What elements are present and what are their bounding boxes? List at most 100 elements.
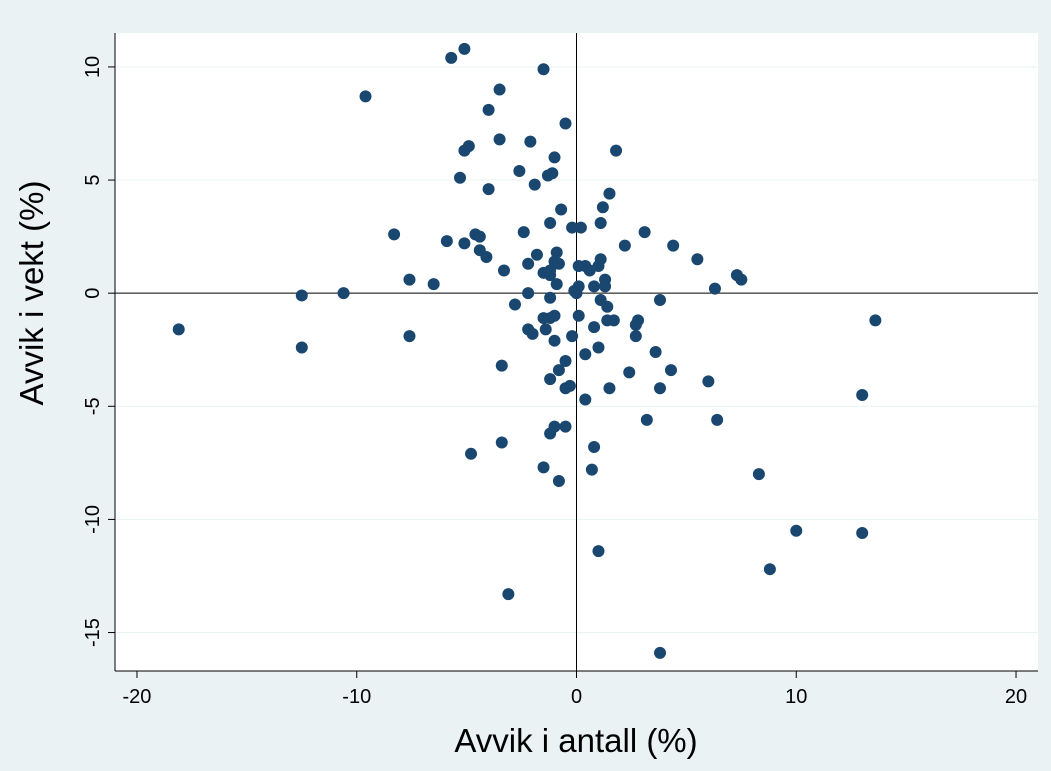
data-point	[735, 273, 748, 286]
data-point	[583, 264, 596, 277]
data-point	[691, 253, 704, 266]
x-axis-title: Avvik i antall (%)	[454, 722, 697, 759]
data-point	[502, 588, 515, 601]
data-point	[585, 463, 598, 476]
data-point	[544, 269, 557, 282]
data-point	[790, 524, 803, 537]
data-point	[480, 250, 493, 263]
data-point	[537, 63, 550, 76]
data-point	[544, 427, 557, 440]
data-point	[588, 441, 601, 454]
data-point	[526, 327, 539, 340]
data-point	[588, 280, 601, 293]
data-point	[763, 563, 776, 576]
data-point	[445, 51, 458, 64]
data-point	[708, 282, 721, 295]
data-point	[570, 287, 583, 300]
data-point	[579, 393, 592, 406]
data-point	[856, 388, 869, 401]
data-point	[623, 366, 636, 379]
data-point	[530, 248, 543, 261]
data-point	[454, 171, 467, 184]
x-tick-label: 10	[785, 686, 807, 708]
data-point	[528, 178, 541, 191]
data-point	[403, 273, 416, 286]
y-tick-label: 0	[82, 288, 104, 299]
data-point	[508, 298, 521, 311]
data-point	[566, 221, 579, 234]
data-point	[654, 293, 667, 306]
data-point	[541, 169, 554, 182]
data-point	[482, 103, 495, 116]
data-point	[552, 364, 565, 377]
data-point	[465, 447, 478, 460]
data-point	[559, 420, 572, 433]
data-point	[544, 217, 557, 230]
data-point	[856, 526, 869, 539]
data-point	[493, 133, 506, 146]
data-point	[654, 646, 667, 659]
data-point	[559, 355, 572, 368]
data-point	[711, 413, 724, 426]
data-point	[427, 278, 440, 291]
data-point	[752, 468, 765, 481]
data-point	[458, 42, 471, 55]
data-point	[550, 246, 563, 259]
data-point	[640, 413, 653, 426]
data-point	[629, 318, 642, 331]
y-tick-label: 10	[82, 56, 104, 78]
data-point	[550, 278, 563, 291]
data-point	[513, 165, 526, 178]
data-point	[522, 257, 535, 270]
data-point	[592, 545, 605, 558]
data-point	[440, 235, 453, 248]
data-point	[563, 379, 576, 392]
data-point	[482, 183, 495, 196]
data-point	[517, 226, 530, 239]
data-point	[458, 144, 471, 157]
y-tick-label: 5	[82, 174, 104, 185]
data-point	[596, 201, 609, 214]
data-point	[497, 264, 510, 277]
data-point	[337, 287, 350, 300]
data-point	[588, 321, 601, 334]
data-point	[495, 359, 508, 372]
data-point	[601, 300, 614, 313]
data-point	[599, 280, 612, 293]
data-point	[603, 187, 616, 200]
data-point	[610, 144, 623, 157]
data-point	[559, 117, 572, 130]
data-point	[638, 226, 651, 239]
y-tick-label: -5	[82, 397, 104, 415]
data-point	[522, 287, 535, 300]
data-point	[654, 382, 667, 395]
data-point	[618, 239, 631, 252]
data-point	[629, 330, 642, 343]
data-point	[524, 135, 537, 148]
data-point	[566, 330, 579, 343]
y-axis-ticks: -15 -10 -5 0 5 10	[82, 56, 115, 647]
x-tick-label: -20	[123, 686, 152, 708]
data-point	[295, 341, 308, 354]
data-point	[869, 314, 882, 327]
y-tick-label: -15	[82, 618, 104, 647]
data-point	[544, 312, 557, 325]
data-point	[403, 330, 416, 343]
y-axis-title: Avvik i vekt (%)	[13, 181, 50, 406]
x-tick-label: -10	[342, 686, 371, 708]
data-point	[537, 461, 550, 474]
y-tick-label: -10	[82, 505, 104, 534]
x-tick-label: 0	[571, 686, 582, 708]
data-point	[574, 221, 587, 234]
x-axis-ticks: -20 -10 0 10 20	[123, 671, 1027, 708]
data-point	[555, 203, 568, 216]
data-point	[594, 217, 607, 230]
data-point	[495, 436, 508, 449]
data-point	[603, 382, 616, 395]
data-point	[572, 309, 585, 322]
data-point	[388, 228, 401, 241]
data-point	[702, 375, 715, 388]
x-tick-label: 20	[1005, 686, 1027, 708]
data-point	[607, 314, 620, 327]
